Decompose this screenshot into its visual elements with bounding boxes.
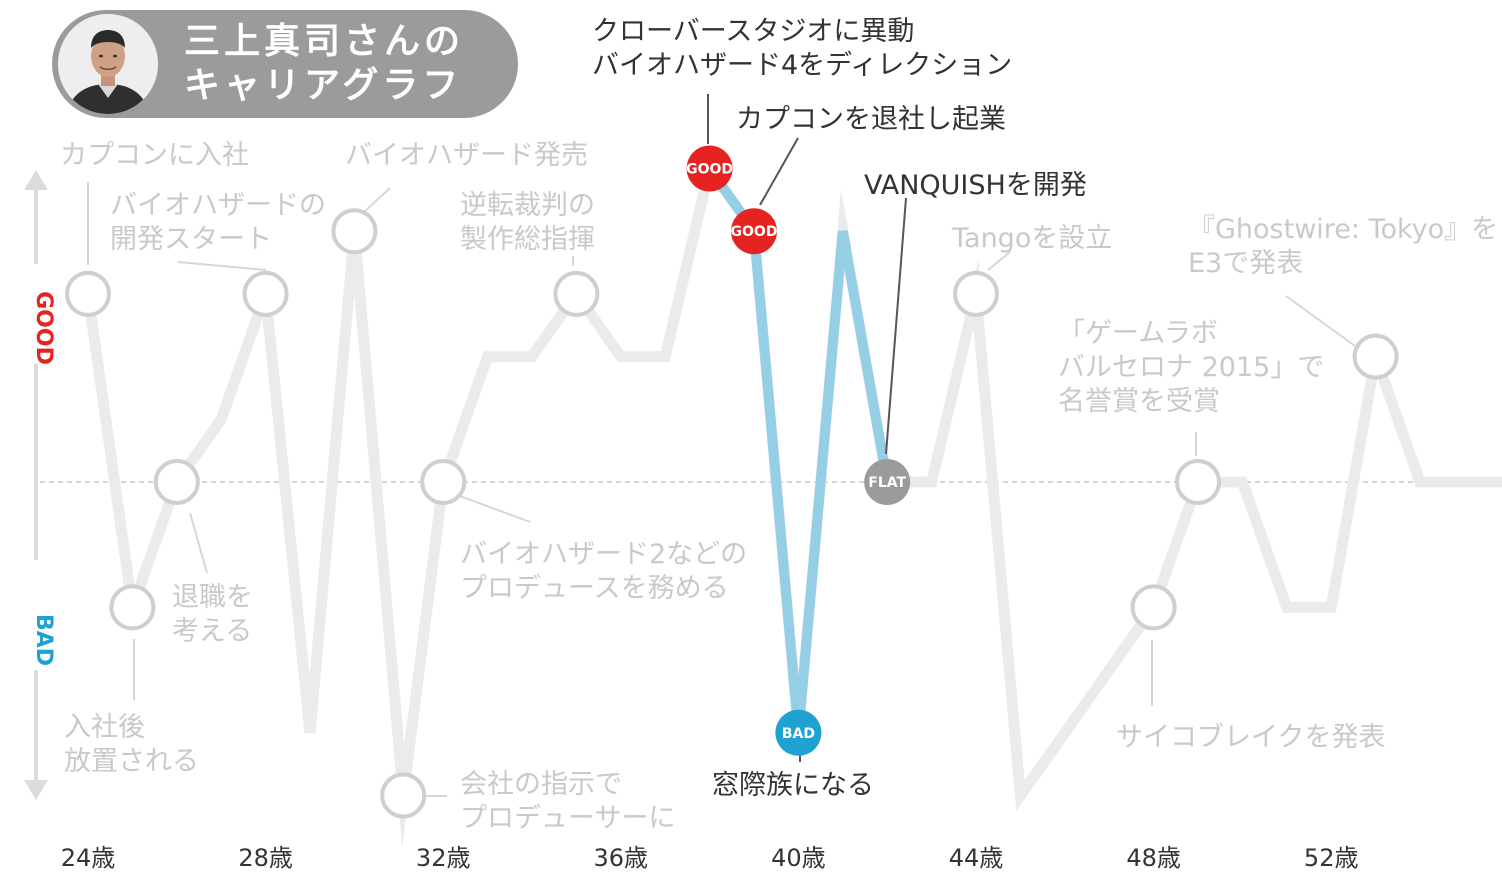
y-axis-good-label: GOOD — [31, 291, 56, 365]
title-line-2: キャリアグラフ — [184, 65, 463, 106]
active-leader-line — [759, 137, 799, 206]
x-tick-label: 48歳 — [1126, 844, 1181, 872]
faded-annotation: 入社後 — [64, 712, 145, 743]
faded-marker — [1175, 459, 1221, 505]
faded-annotation: 考える — [172, 616, 252, 647]
faded-marker — [420, 459, 467, 505]
faded-marker — [1352, 333, 1399, 380]
active-leader-line — [885, 197, 907, 455]
x-tick-label: 28歳 — [238, 844, 293, 872]
title-line-1: 三上真司さんの — [184, 21, 465, 62]
marker-flat — [864, 459, 911, 505]
faded-marker — [109, 584, 156, 631]
faded-annotation: バイオハザードの — [110, 190, 326, 221]
faded-marker — [65, 270, 111, 317]
faded-annotation: バルセロナ 2015」で — [1058, 352, 1324, 383]
marker-good — [686, 145, 733, 192]
faded-leader-line — [1285, 295, 1356, 347]
y-axis-bad-label: BAD — [31, 614, 56, 666]
faded-marker — [553, 270, 600, 317]
active-annotation: カプコンを退社し起業 — [736, 104, 1006, 135]
faded-annotation: 「ゲームラボ — [1058, 318, 1218, 349]
faded-annotation: 会社の指示で — [460, 769, 622, 800]
y-axis-label-gap — [24, 264, 48, 364]
faded-annotation: E3で発表 — [1188, 248, 1303, 279]
faded-annotation: カプコンに入社 — [60, 140, 249, 171]
active-annotation: バイオハザード4をディレクション — [592, 50, 1012, 81]
y-axis-label-gap — [24, 560, 48, 670]
faded-annotation: バイオハザード2などの — [460, 539, 747, 570]
marker-good-label: GOOD — [686, 162, 733, 178]
x-tick-label: 40歳 — [771, 844, 826, 872]
marker-flat-label: FLAT — [868, 475, 906, 491]
x-tick-label: 32歳 — [416, 844, 471, 872]
faded-marker — [153, 459, 200, 505]
faded-annotation: プロデューサーに — [460, 803, 675, 834]
faded-leader-line — [189, 512, 208, 574]
x-tick-label: 52歳 — [1304, 844, 1359, 872]
faded-leader-line — [459, 495, 531, 523]
faded-annotation: 逆転裁判の — [460, 190, 595, 221]
faded-annotation: 名誉賞を受賞 — [1058, 386, 1220, 417]
active-annotation: クローバースタジオに異動 — [592, 16, 914, 47]
faded-marker — [331, 208, 378, 255]
person-photo-icon — [58, 14, 158, 114]
x-tick-label: 36歳 — [594, 844, 649, 872]
faded-annotation: サイコブレイクを発表 — [1116, 722, 1385, 753]
faded-annotation: 製作総指揮 — [460, 224, 595, 255]
y-axis-arrow-down-icon — [24, 780, 48, 800]
marker-bad-label: BAD — [782, 726, 815, 742]
faded-marker — [380, 772, 427, 819]
faded-annotation: 放置される — [64, 746, 199, 777]
faded-annotation: 開発スタート — [110, 224, 272, 255]
faded-leader-line — [987, 251, 1011, 271]
faded-marker — [953, 270, 999, 317]
faded-leader-line — [177, 261, 267, 271]
marker-bad — [775, 709, 822, 756]
faded-marker — [242, 270, 289, 317]
header-pill: 三上真司さんの キャリアグラフ — [52, 10, 518, 118]
faded-annotation: 『Ghostwire: Tokyo』を — [1188, 214, 1498, 245]
career-line-highlight — [705, 165, 893, 734]
marker-good-label: GOOD — [731, 224, 778, 240]
chart-title: 三上真司さんの キャリアグラフ — [184, 20, 464, 108]
marker-good — [731, 208, 777, 255]
faded-annotation: バイオハザード発売 — [345, 140, 588, 171]
y-axis-arrow-up-icon — [24, 170, 48, 190]
faded-annotation: 退職を — [172, 582, 253, 613]
avatar — [58, 14, 158, 114]
active-annotation: VANQUISHを開発 — [864, 170, 1087, 201]
faded-annotation: プロデュースを務める — [460, 573, 729, 604]
faded-marker — [1130, 584, 1177, 631]
active-annotation: 窓際族になる — [712, 770, 874, 801]
x-tick-label: 44歳 — [949, 844, 1004, 872]
x-tick-label: 24歳 — [61, 844, 116, 872]
faded-leader-line — [361, 187, 391, 215]
faded-annotation: Tangoを設立 — [951, 223, 1112, 254]
